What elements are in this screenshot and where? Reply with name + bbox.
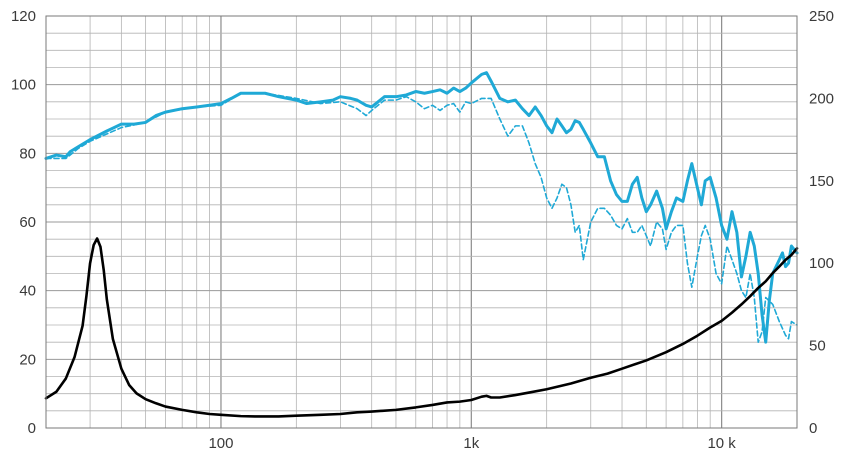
spl-dashed-series	[45, 92, 798, 343]
x-axis-tick-label: 1k	[463, 435, 479, 452]
grid	[46, 16, 797, 428]
left-axis-tick-label: 0	[28, 420, 36, 437]
left-axis-tick-label: 120	[11, 8, 36, 25]
right-axis-tick-label: 0	[809, 420, 817, 437]
series-layer	[44, 71, 799, 418]
tick-labels: 0 20 40 60 80 100 120 0 50 100 150 200 250 100 1k 10 k	[11, 8, 834, 452]
left-axis-tick-label: 80	[19, 145, 36, 162]
left-axis-tick-label: 20	[19, 351, 36, 368]
right-axis-tick-label: 100	[809, 255, 834, 272]
left-axis-tick-label: 100	[11, 77, 36, 94]
impedance-series	[44, 237, 799, 418]
left-axis-tick-label: 60	[19, 214, 36, 231]
left-axis-tick-label: 40	[19, 283, 36, 300]
right-axis-tick-label: 250	[809, 8, 834, 25]
right-axis-tick-label: 150	[809, 173, 834, 190]
right-axis-tick-label: 50	[809, 338, 826, 355]
plot-frame	[45, 15, 798, 429]
x-axis-tick-label: 100	[208, 435, 233, 452]
x-axis-tick-label: 10 k	[707, 435, 736, 452]
right-axis-tick-label: 200	[809, 90, 834, 107]
